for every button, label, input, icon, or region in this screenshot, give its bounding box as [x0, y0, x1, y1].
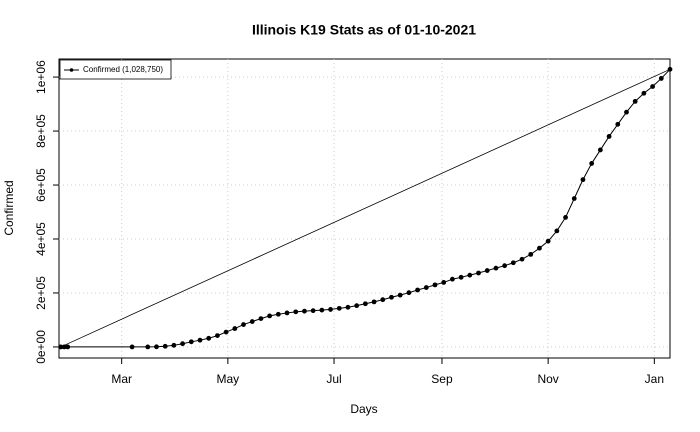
trend-line [60, 68, 671, 348]
y-tick-label: 1e+06 [34, 60, 48, 94]
point [528, 251, 534, 257]
y-axis-label: Confirmed [2, 180, 16, 235]
point [371, 299, 377, 305]
point [510, 260, 516, 266]
point [624, 109, 629, 115]
x-tick-label: Jan [645, 372, 664, 386]
point [493, 265, 499, 271]
point [302, 308, 307, 314]
point [389, 294, 394, 300]
plot-frame [58, 58, 671, 359]
point [537, 245, 542, 251]
point [641, 90, 647, 96]
point [406, 290, 412, 296]
point [162, 343, 168, 349]
point [606, 134, 612, 139]
point [345, 304, 351, 310]
point [597, 147, 603, 153]
x-tick-label: Jul [326, 372, 341, 386]
x-tick-label: Sep [431, 372, 453, 386]
x-tick-label: Nov [537, 372, 558, 386]
point [476, 270, 481, 276]
point [293, 309, 299, 315]
point [458, 274, 464, 280]
point [154, 344, 159, 350]
point [284, 310, 290, 316]
point [519, 256, 525, 262]
point [415, 287, 420, 293]
y-tick-label: 6e+05 [34, 168, 48, 202]
y-tick-label: 8e+05 [34, 114, 48, 148]
point [319, 307, 325, 313]
point [180, 341, 185, 347]
point [658, 76, 664, 81]
point [129, 344, 135, 350]
point [267, 313, 273, 319]
point [632, 98, 638, 104]
y-tick-label: 2e+05 [34, 276, 48, 310]
legend-box [59, 59, 172, 80]
point [484, 268, 490, 273]
point [58, 344, 64, 350]
point [215, 333, 220, 339]
point [249, 319, 255, 324]
point [397, 292, 403, 298]
point [571, 196, 577, 201]
point [258, 316, 264, 322]
point [241, 322, 246, 327]
point [232, 326, 238, 331]
x-tick-label: May [217, 372, 240, 386]
point [336, 305, 342, 311]
legend-label: Confirmed (1,028,750) [83, 65, 163, 74]
point [502, 263, 508, 269]
point [380, 297, 386, 303]
point [223, 329, 229, 335]
point [145, 344, 151, 350]
legend-swatch [69, 68, 74, 72]
point [667, 66, 673, 72]
point [545, 238, 551, 244]
y-tick-label: 0e+00 [34, 330, 48, 364]
point [432, 282, 438, 288]
point [206, 335, 212, 341]
point [328, 307, 333, 312]
chart-title: Illinois K19 Stats as of 01-10-2021 [252, 22, 476, 38]
point [563, 215, 568, 220]
point [554, 228, 560, 234]
point [441, 280, 447, 285]
y-tick-label: 4e+05 [34, 222, 48, 256]
point [61, 344, 67, 350]
point [615, 121, 621, 127]
point [275, 311, 281, 317]
point [197, 337, 203, 343]
point [650, 84, 655, 89]
point [310, 308, 316, 314]
point [589, 161, 595, 166]
point [362, 301, 368, 307]
point [354, 303, 360, 309]
point [65, 344, 71, 350]
point [188, 339, 194, 345]
point [423, 285, 429, 290]
point [171, 342, 177, 348]
point [467, 272, 473, 278]
x-tick-label: Mar [111, 372, 132, 386]
point [580, 177, 586, 183]
point [450, 276, 455, 282]
x-axis-label: Days [350, 402, 377, 416]
